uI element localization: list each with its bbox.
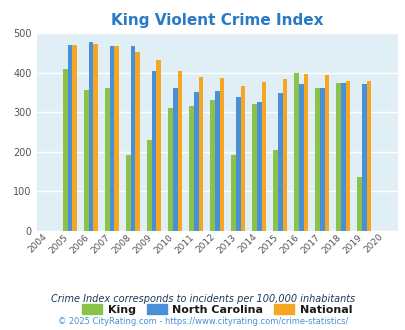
Bar bbox=[261, 82, 266, 231]
Bar bbox=[356, 177, 361, 231]
Bar bbox=[345, 81, 350, 231]
Title: King Violent Crime Index: King Violent Crime Index bbox=[111, 13, 323, 28]
Bar bbox=[361, 84, 366, 231]
Bar bbox=[198, 77, 202, 231]
Bar bbox=[231, 154, 235, 231]
Bar bbox=[256, 102, 261, 231]
Bar bbox=[168, 108, 173, 231]
Bar bbox=[173, 88, 177, 231]
Bar bbox=[219, 78, 224, 231]
Bar bbox=[68, 45, 72, 231]
Bar bbox=[277, 93, 282, 231]
Bar bbox=[126, 155, 130, 231]
Bar bbox=[252, 104, 256, 231]
Bar bbox=[156, 60, 161, 231]
Bar bbox=[189, 106, 194, 231]
Bar bbox=[340, 82, 345, 231]
Bar bbox=[194, 92, 198, 231]
Bar bbox=[294, 73, 298, 231]
Bar bbox=[366, 81, 370, 231]
Bar bbox=[130, 47, 135, 231]
Bar bbox=[335, 82, 340, 231]
Bar bbox=[110, 47, 114, 231]
Bar bbox=[93, 44, 98, 231]
Text: © 2025 CityRating.com - https://www.cityrating.com/crime-statistics/: © 2025 CityRating.com - https://www.city… bbox=[58, 317, 347, 326]
Bar bbox=[210, 100, 214, 231]
Bar bbox=[89, 42, 93, 231]
Bar bbox=[240, 86, 245, 231]
Bar bbox=[63, 69, 68, 231]
Bar bbox=[298, 84, 303, 231]
Bar bbox=[135, 51, 140, 231]
Bar bbox=[214, 91, 219, 231]
Text: Crime Index corresponds to incidents per 100,000 inhabitants: Crime Index corresponds to incidents per… bbox=[51, 294, 354, 304]
Bar bbox=[151, 71, 156, 231]
Bar bbox=[315, 88, 319, 231]
Bar bbox=[235, 97, 240, 231]
Bar bbox=[84, 90, 89, 231]
Bar bbox=[319, 88, 324, 231]
Bar bbox=[303, 74, 307, 231]
Bar bbox=[324, 75, 328, 231]
Bar bbox=[282, 79, 286, 231]
Bar bbox=[147, 140, 151, 231]
Bar bbox=[114, 46, 119, 231]
Bar bbox=[273, 150, 277, 231]
Bar bbox=[105, 88, 110, 231]
Legend: King, North Carolina, National: King, North Carolina, National bbox=[77, 300, 356, 319]
Bar bbox=[177, 71, 182, 231]
Bar bbox=[72, 45, 77, 231]
